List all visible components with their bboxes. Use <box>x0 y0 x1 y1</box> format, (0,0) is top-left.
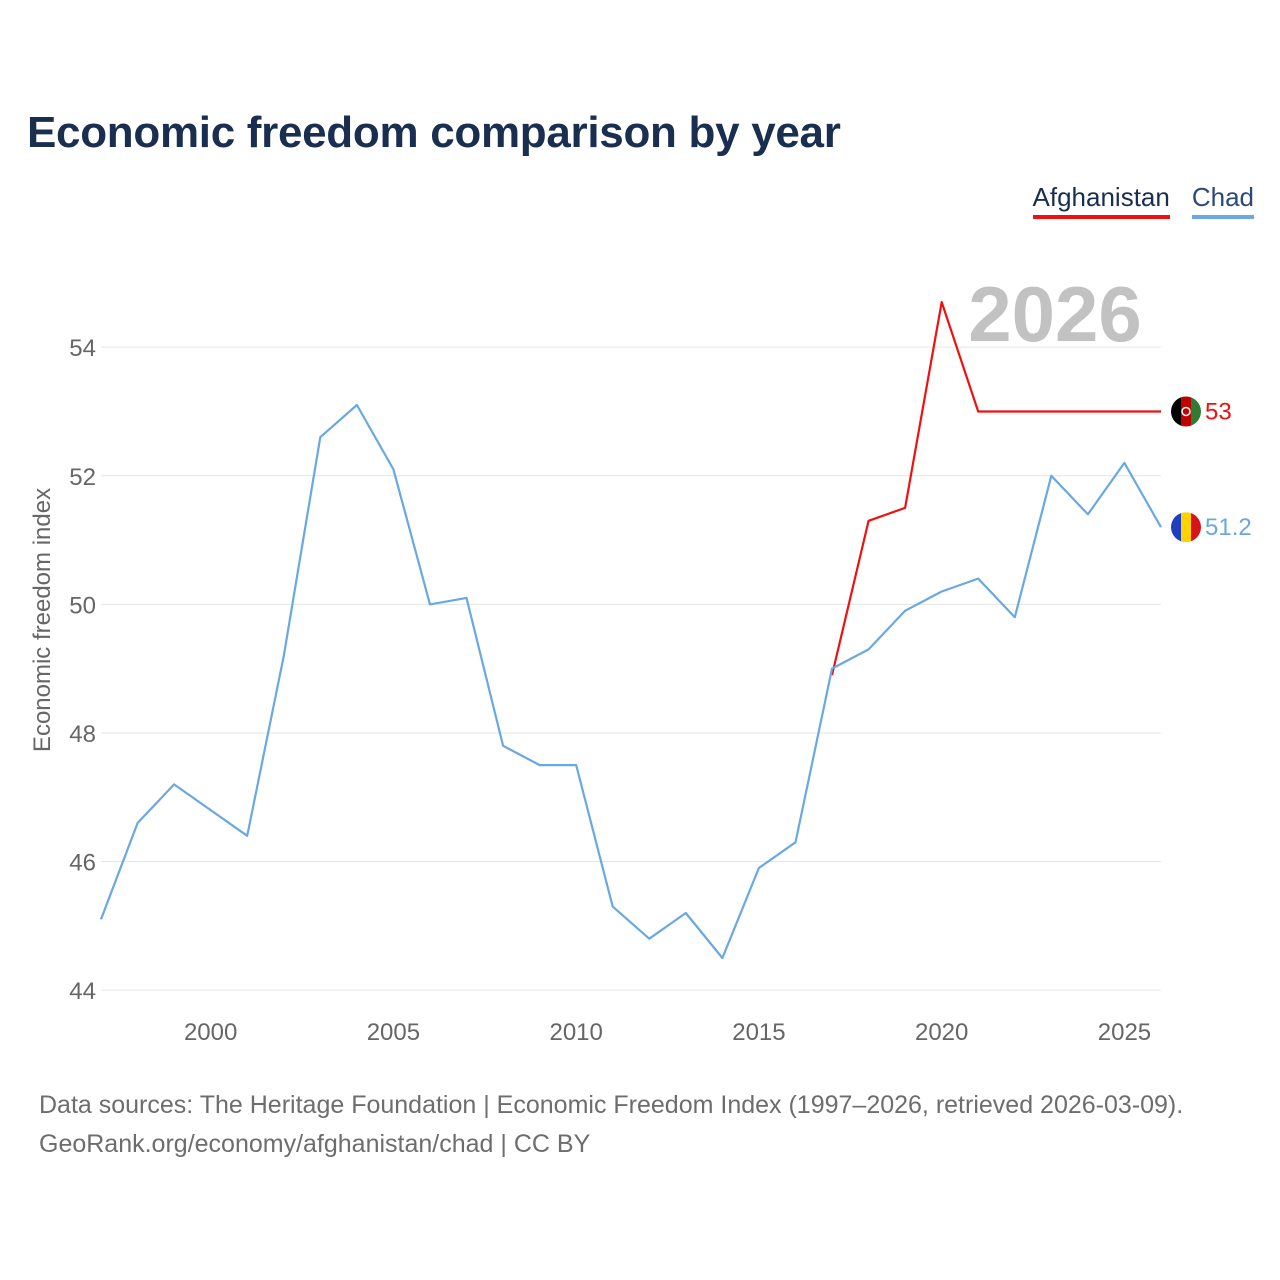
x-tick-2015: 2015 <box>732 1019 785 1046</box>
gridlines <box>101 346 1161 991</box>
y-tick-54: 54 <box>69 335 96 362</box>
legend-item-chad[interactable]: Chad <box>1191 182 1254 219</box>
chart-title: Economic freedom comparison by year <box>27 108 841 157</box>
end-label-afghanistan: 53 <box>1205 398 1232 425</box>
y-tick-48: 48 <box>69 721 96 748</box>
legend: Afghanistan Chad <box>1032 182 1254 219</box>
x-tick-2025: 2025 <box>1098 1019 1151 1046</box>
end-label-chad: 51.2 <box>1205 514 1252 541</box>
flag-icon-chad <box>1171 512 1201 543</box>
end-markers: 53 51.2 <box>1171 396 1252 543</box>
x-tick-2020: 2020 <box>915 1019 968 1046</box>
footer-sources: Data sources: The Heritage Foundation | … <box>39 1091 1184 1119</box>
series-lines <box>99 301 1162 960</box>
flag-icon-afghanistan <box>1171 396 1201 427</box>
footer-credit: GeoRank.org/economy/afghanistan/chad | C… <box>39 1130 591 1158</box>
footer: Data sources: The Heritage Foundation | … <box>39 1086 1183 1164</box>
x-tick-2005: 2005 <box>367 1019 420 1046</box>
series-line-chad[interactable] <box>99 403 1162 960</box>
y-tick-46: 46 <box>69 850 96 877</box>
y-tick-52: 52 <box>69 464 96 491</box>
y-tick-44: 44 <box>69 978 96 1005</box>
x-tick-2010: 2010 <box>549 1019 602 1046</box>
y-tick-50: 50 <box>69 592 96 619</box>
y-axis-label: Economic freedom index <box>29 488 56 752</box>
x-tick-2000: 2000 <box>184 1019 237 1046</box>
year-watermark: 2026 <box>968 270 1142 358</box>
legend-item-afghanistan[interactable]: Afghanistan <box>1032 182 1170 219</box>
series-line-afghanistan[interactable] <box>830 301 1161 676</box>
x-axis-ticks: 2000 2005 2010 2015 2020 2025 <box>184 1019 1151 1046</box>
y-axis-ticks: 44 46 48 50 52 54 <box>69 335 96 1005</box>
